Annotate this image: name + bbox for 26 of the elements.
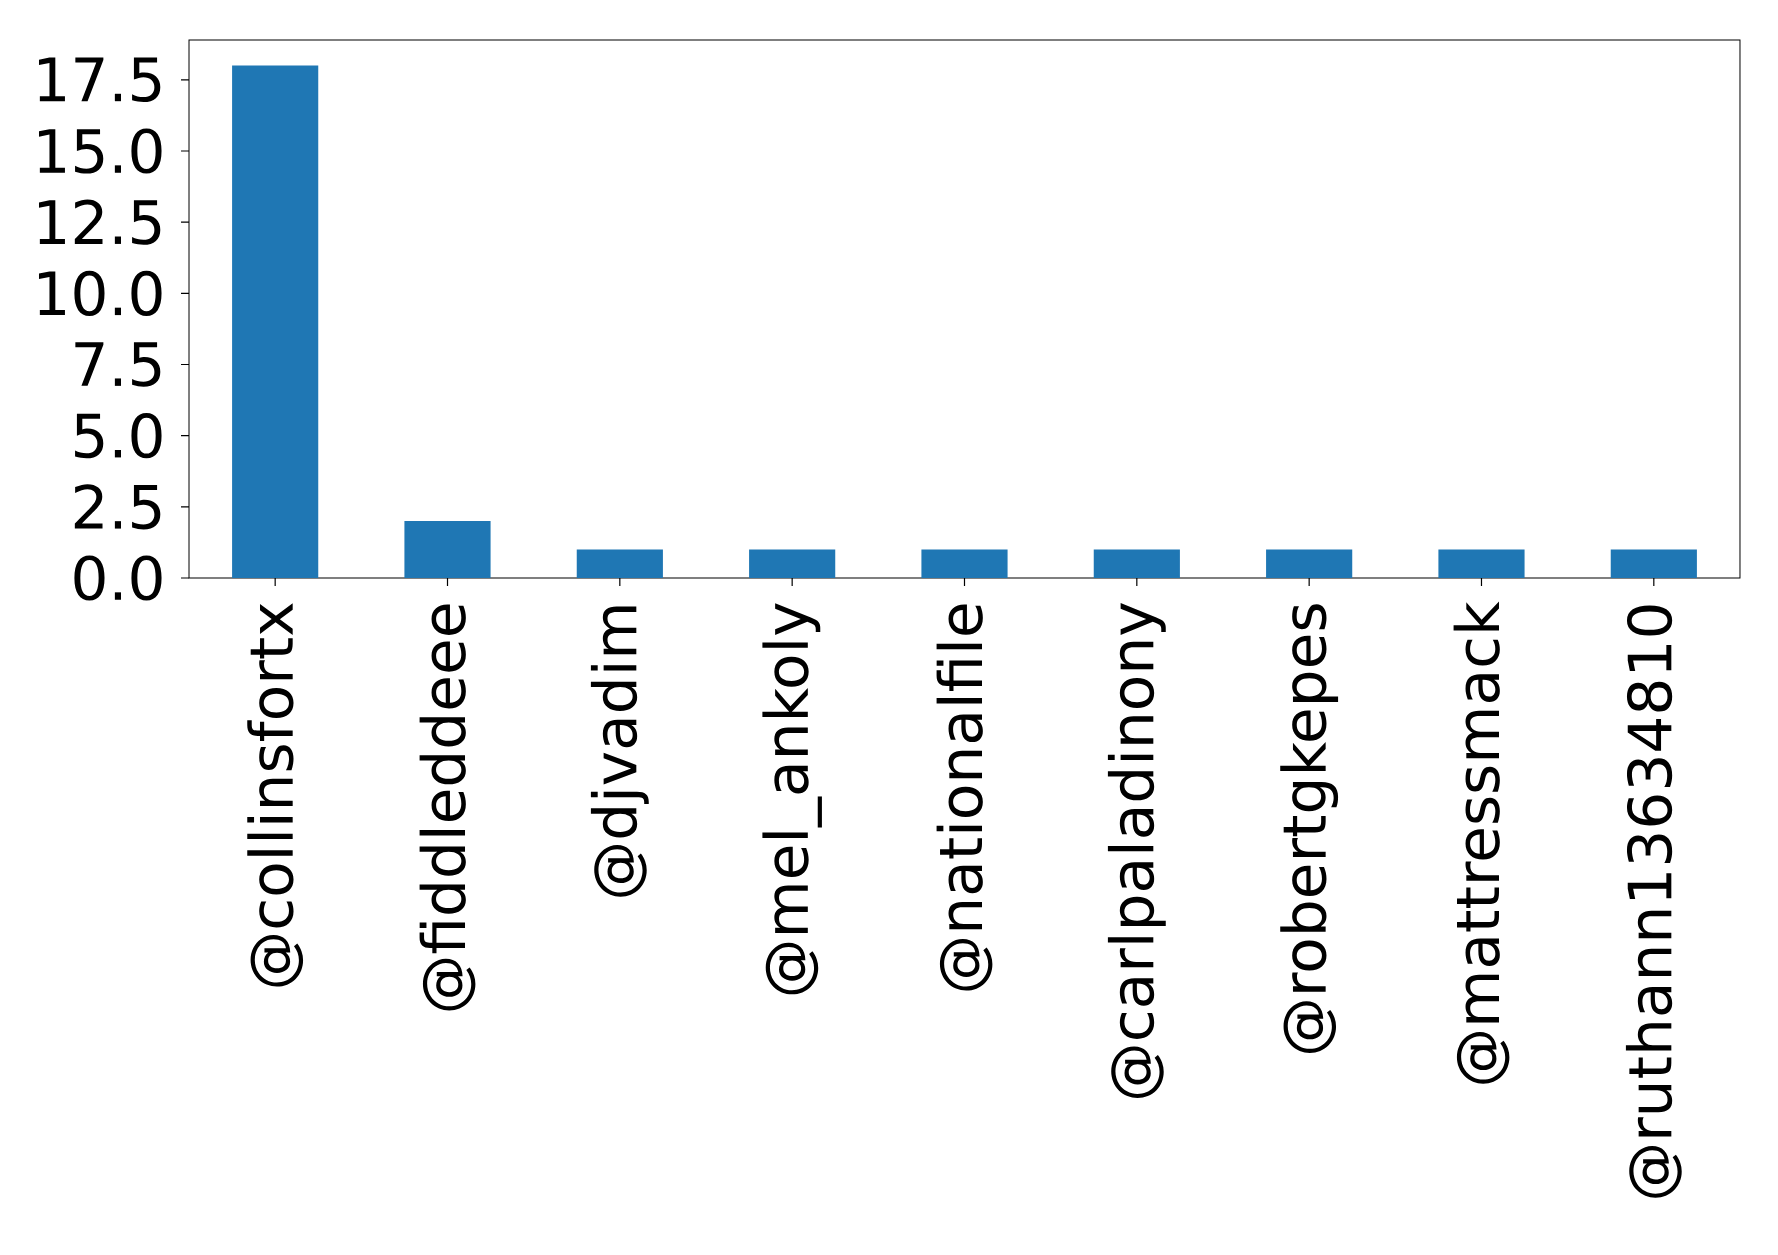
y-tick-label: 15.0 bbox=[38, 128, 162, 174]
y-tick-label: 0.0 bbox=[74, 555, 162, 601]
bar bbox=[576, 549, 663, 578]
x-tick-label: @collinsfortx bbox=[247, 603, 304, 987]
bar bbox=[1610, 549, 1697, 578]
bar bbox=[232, 65, 319, 578]
bar bbox=[1093, 549, 1180, 578]
x-tick-label: @ruthann13634810 bbox=[1625, 605, 1682, 1198]
y-tick-label: 10.0 bbox=[38, 270, 162, 316]
x-tick-label: @nationalfile bbox=[936, 604, 993, 991]
bar bbox=[749, 549, 836, 578]
bar bbox=[404, 521, 491, 578]
x-tick-label: @carlpaladinony bbox=[1107, 603, 1166, 1099]
bar bbox=[1438, 549, 1525, 578]
x-tick-label: @mel_ankoly bbox=[762, 603, 822, 995]
y-tick-label: 5.0 bbox=[75, 413, 162, 459]
bar bbox=[1266, 549, 1353, 578]
bar bbox=[921, 549, 1008, 578]
y-tick-label: 2.5 bbox=[74, 484, 161, 530]
x-tick-label: @mattressmack bbox=[1453, 601, 1510, 1084]
x-tick-label: @robertgkepes bbox=[1280, 604, 1339, 1053]
x-tick-label: @fiddleddeee bbox=[419, 604, 476, 1011]
y-tick-label: 12.5 bbox=[38, 199, 161, 245]
y-tick-label: 7.5 bbox=[75, 342, 161, 387]
y-tick-label: 17.5 bbox=[38, 57, 161, 103]
x-tick-label: @djvadim bbox=[590, 606, 649, 897]
